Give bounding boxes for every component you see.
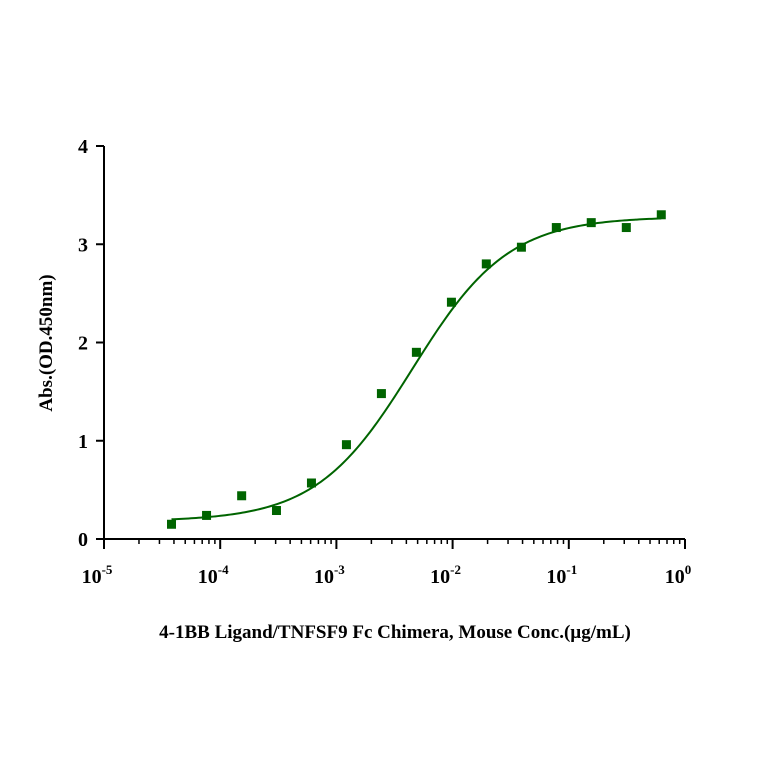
y-tick-label: 3: [78, 234, 88, 256]
x-tick-base: 10: [546, 566, 566, 588]
x-tick-base: 10: [82, 566, 102, 588]
y-tick-label: 4: [78, 136, 88, 158]
data-point: [586, 218, 596, 228]
x-tick-base: 10: [198, 566, 218, 588]
x-tick-label: 10-2: [430, 562, 461, 588]
x-tick-base: 10: [314, 566, 334, 588]
data-point: [551, 223, 561, 233]
y-tick-label: 2: [78, 333, 88, 355]
data-point: [306, 478, 316, 488]
data-point: [376, 389, 386, 399]
plot-area: [167, 210, 666, 529]
x-tick-label: 100: [665, 562, 692, 588]
x-tick-exponent: -4: [218, 562, 229, 577]
x-tick-base: 10: [665, 566, 685, 588]
y-tick-label: 1: [78, 431, 88, 453]
data-point: [167, 519, 177, 529]
data-point: [237, 491, 247, 501]
y-axis: 0 1 2 3 4: [78, 136, 105, 551]
x-axis: 10-5 10-4 10-3 10-2 10-1 100: [82, 538, 692, 588]
data-point: [271, 506, 281, 516]
data-point: [481, 259, 491, 269]
x-tick-exponent: -5: [102, 562, 113, 577]
x-tick-label: 10-5: [82, 562, 113, 588]
data-point: [202, 510, 212, 520]
y-ticks: 0 1 2 3 4: [78, 136, 104, 551]
fit-curve: [171, 217, 662, 521]
y-axis-title: Abs.(OD.450nm): [36, 274, 57, 411]
x-tick-exponent: -2: [450, 562, 461, 577]
x-tick-label: 10-3: [314, 562, 345, 588]
data-point: [341, 440, 351, 450]
x-tick-exponent: -1: [566, 562, 577, 577]
data-point: [516, 242, 526, 252]
y-tick-label: 0: [78, 529, 88, 551]
data-point: [411, 347, 421, 357]
x-tick-label: 10-1: [546, 562, 577, 588]
x-tick-exponent: 0: [685, 562, 692, 577]
x-axis-title: 4-1BB Ligand/TNFSF9 Fc Chimera, Mouse Co…: [159, 622, 631, 643]
x-tick-base: 10: [430, 566, 450, 588]
x-ticks: 10-5 10-4 10-3 10-2 10-1 100: [82, 539, 692, 588]
x-tick-exponent: -3: [334, 562, 345, 577]
data-point: [446, 297, 456, 307]
data-points: [167, 210, 666, 529]
x-tick-label: 10-4: [198, 562, 229, 588]
data-point: [656, 210, 666, 220]
data-point: [621, 223, 631, 233]
